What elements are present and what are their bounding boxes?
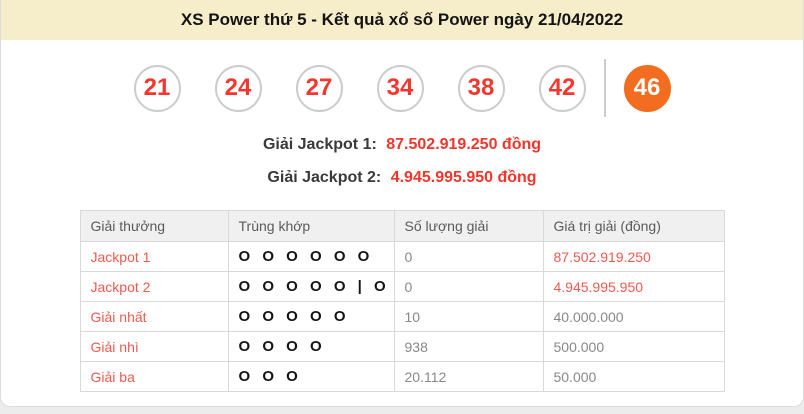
- column-header-value: Giá trị giải (đồng): [542, 210, 725, 242]
- prize-value: 4.945.995.950: [542, 271, 725, 302]
- prize-name: Giải ba: [79, 361, 229, 392]
- lottery-ball-1: 21: [133, 64, 181, 112]
- table-row-third-prize: Giải ba O O O 20.112 50.000: [79, 361, 725, 392]
- page-title: XS Power thứ 5 - Kết quả xổ số Power ngà…: [1, 0, 803, 40]
- table-row-first-prize: Giải nhất O O O O O 10 40.000.000: [79, 301, 725, 332]
- prize-name: Giải nhất: [79, 301, 229, 332]
- match-pattern: O O O O O O: [227, 241, 395, 272]
- ball-divider: [603, 59, 606, 117]
- prize-table: Giải thưởng Trùng khớp Số lượng giải Giá…: [79, 210, 725, 392]
- table-row-second-prize: Giải nhì O O O O 938 500.000: [79, 331, 725, 362]
- jackpot1-value: 87.502.919.250 đồng: [386, 136, 542, 153]
- prize-table-header-row: Giải thưởng Trùng khớp Số lượng giải Giá…: [79, 210, 725, 242]
- lottery-ball-2: 24: [214, 64, 262, 112]
- match-pattern: O O O O O: [227, 301, 395, 332]
- match-pattern: O O O O O | O: [227, 271, 395, 302]
- winner-count: 10: [393, 301, 544, 332]
- jackpot1-label: Giải Jackpot 1:: [262, 136, 377, 153]
- winning-numbers-row: 21 24 27 34 38 42 46: [1, 59, 803, 117]
- power-ball: 46: [623, 64, 671, 112]
- column-header-match: Trùng khớp: [227, 210, 395, 242]
- jackpot2-value: 4.945.995.950 đồng: [390, 169, 537, 186]
- jackpot2-line: Giải Jackpot 2: 4.945.995.950 đồng: [1, 168, 803, 187]
- prize-name: Jackpot 1: [79, 241, 229, 272]
- prize-value: 500.000: [542, 331, 725, 362]
- column-header-count: Số lượng giải: [393, 210, 544, 242]
- match-pattern: O O O O: [227, 331, 395, 362]
- jackpot2-label: Giải Jackpot 2:: [267, 169, 382, 186]
- column-header-prize: Giải thưởng: [79, 210, 229, 242]
- prize-value: 50.000: [542, 361, 725, 392]
- prize-value: 87.502.919.250: [542, 241, 725, 272]
- jackpot1-line: Giải Jackpot 1: 87.502.919.250 đồng: [1, 135, 803, 154]
- winner-count: 0: [393, 241, 544, 272]
- winner-count: 938: [393, 331, 544, 362]
- prize-name: Giải nhì: [79, 331, 229, 362]
- lottery-ball-4: 34: [376, 64, 424, 112]
- lottery-ball-3: 27: [295, 64, 343, 112]
- table-row-jackpot1: Jackpot 1 O O O O O O 0 87.502.919.250: [79, 241, 725, 272]
- prize-value: 40.000.000: [542, 301, 725, 332]
- table-row-jackpot2: Jackpot 2 O O O O O | O 0 4.945.995.950: [79, 271, 725, 302]
- lottery-ball-5: 38: [457, 64, 505, 112]
- match-pattern: O O O: [227, 361, 395, 392]
- prize-name: Jackpot 2: [79, 271, 229, 302]
- winner-count: 0: [393, 271, 544, 302]
- winner-count: 20.112: [393, 361, 544, 392]
- lottery-ball-6: 42: [538, 64, 586, 112]
